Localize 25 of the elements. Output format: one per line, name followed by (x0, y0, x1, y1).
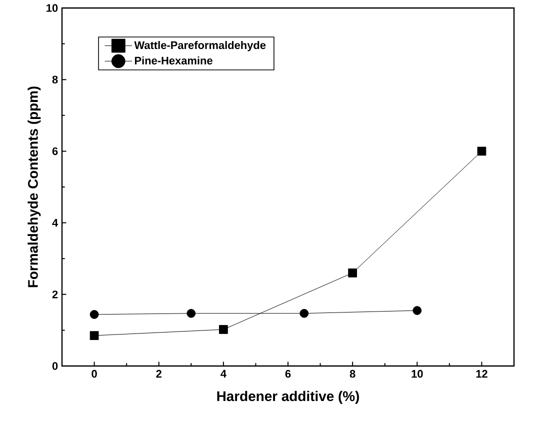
x-tick-label: 10 (412, 370, 423, 378)
point (477, 146, 486, 156)
x-tick-label: 4 (220, 370, 226, 378)
x-tick-label: 6 (285, 370, 291, 378)
legend-label: Pine-Hexamine (134, 56, 212, 64)
point (186, 308, 196, 318)
y-tick-label: 0 (52, 362, 58, 370)
point (348, 268, 358, 278)
point (90, 310, 99, 319)
y-tick-label: 6 (52, 147, 58, 156)
x-tick-label: 8 (350, 370, 356, 378)
x-tick-label: 12 (476, 370, 488, 378)
point (90, 331, 99, 340)
x-axis-title: Hardener additive (%) (217, 390, 359, 404)
point (412, 306, 422, 315)
y-tick-label: 2 (52, 290, 58, 298)
y-axis-title: Formaldehyde Contents (ppm) (28, 86, 41, 288)
x-tick-label: 0 (92, 370, 97, 378)
point (300, 308, 309, 318)
point (218, 325, 228, 334)
y-tick-label: 10 (46, 4, 58, 12)
legend-label: Wattle-Pareformaldehyde (134, 41, 266, 52)
y-tick-label: 8 (52, 76, 58, 84)
y-tick-label: 4 (52, 219, 58, 227)
x-tick-label: 2 (156, 370, 162, 378)
